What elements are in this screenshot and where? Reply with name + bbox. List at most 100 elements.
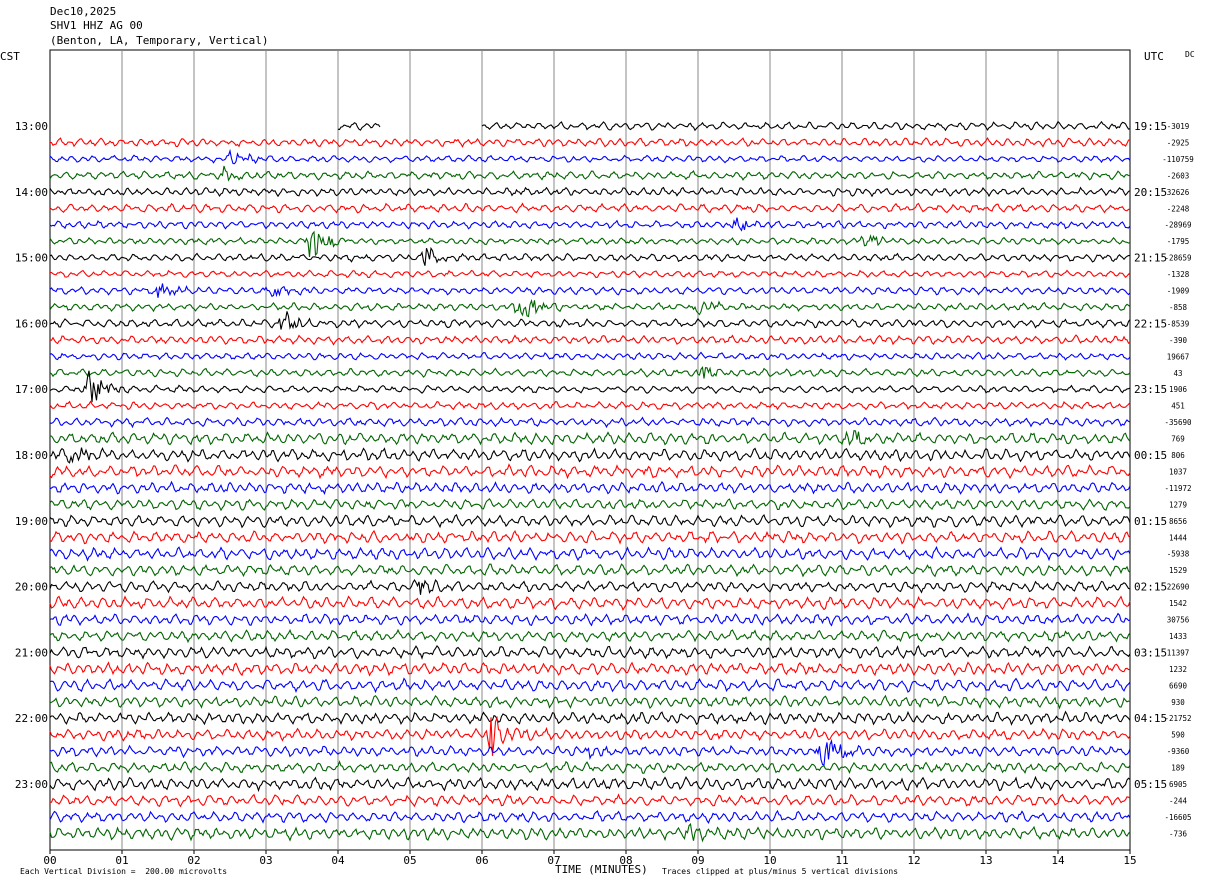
x-tick-label: 03 — [259, 854, 272, 867]
dc-offset-label: -2603 — [1167, 171, 1190, 180]
utc-hour-label: 23:15 — [1134, 383, 1167, 396]
trace-line — [49, 148, 1131, 165]
plot-frame — [49, 49, 1131, 851]
cst-hour-label: 17:00 — [15, 383, 48, 396]
dc-offset-label: -21752 — [1164, 714, 1191, 723]
dc-offset-label: -5938 — [1167, 550, 1190, 559]
cst-hour-label: 15:00 — [15, 252, 48, 265]
x-tick-label: 05 — [403, 854, 416, 867]
dc-offset-label: -9360 — [1167, 747, 1190, 756]
dc-offset-label: 32626 — [1167, 188, 1190, 197]
dc-offset-label: -1909 — [1167, 287, 1190, 296]
cst-hour-label: 14:00 — [15, 186, 48, 199]
utc-hour-label: 04:15 — [1134, 712, 1167, 725]
dc-offset-label: -2248 — [1167, 204, 1190, 213]
trace-line — [49, 694, 1131, 710]
trace-line — [481, 120, 1131, 132]
trace-line — [49, 514, 1131, 529]
utc-hour-label: 21:15 — [1134, 252, 1167, 265]
dc-offset-label: -8539 — [1167, 319, 1190, 328]
dc-offset-label: 769 — [1171, 435, 1185, 444]
dc-offset-label: -11972 — [1164, 484, 1191, 493]
utc-hour-label: 02:15 — [1134, 581, 1167, 594]
trace-line — [49, 809, 1131, 824]
x-tick-label: 08 — [619, 854, 632, 867]
x-tick-label: 07 — [547, 854, 560, 867]
axis-labels: 00 01 02 03 04 05 06 07 08 09 10 11 12 13 14 15 -3019 -29… — [15, 120, 1194, 867]
dc-offset-label: -28659 — [1164, 254, 1191, 263]
dc-offset-label: -110759 — [1162, 155, 1194, 164]
dc-offset-label: 30756 — [1167, 616, 1190, 625]
dc-offset-label: 189 — [1171, 764, 1185, 773]
x-tick-label: 04 — [331, 854, 345, 867]
trace-line — [49, 545, 1131, 562]
dc-offset-label: -858 — [1169, 303, 1188, 312]
x-tick-label: 01 — [115, 854, 128, 867]
trace-line — [49, 186, 1131, 198]
trace-line — [49, 269, 1131, 279]
trace-line — [49, 760, 1131, 774]
dc-offset-label: -390 — [1169, 336, 1188, 345]
trace-line — [49, 628, 1131, 644]
x-tick-label: 12 — [907, 854, 920, 867]
x-axis-title: TIME (MINUTES) — [555, 863, 648, 876]
trace-line — [49, 480, 1131, 495]
dc-offset-label: -35690 — [1164, 418, 1192, 427]
trace-line — [49, 612, 1131, 627]
dc-offset-label: 451 — [1171, 402, 1185, 411]
x-tick-label: 11 — [835, 854, 848, 867]
clip-note: Traces clipped at plus/minus 5 vertical … — [662, 867, 899, 876]
dc-offset-label: 590 — [1171, 731, 1185, 740]
trace-line — [49, 446, 1131, 464]
dc-offset-label: 22690 — [1167, 583, 1190, 592]
cst-hour-label: 22:00 — [15, 712, 48, 725]
utc-hour-label: 05:15 — [1134, 778, 1167, 791]
x-tick-label: 06 — [475, 854, 488, 867]
x-tick-label: 13 — [979, 854, 992, 867]
dc-offset-label: -3019 — [1167, 122, 1190, 131]
trace-line — [49, 463, 1131, 480]
cst-hour-label: 13:00 — [15, 120, 48, 133]
trace-line — [49, 311, 1131, 330]
dc-offset-label: 1433 — [1169, 632, 1187, 641]
dc-offset-label: 1529 — [1169, 566, 1187, 575]
cst-hour-label: 16:00 — [15, 317, 48, 330]
trace-line — [49, 563, 1131, 578]
cst-hour-label: 18:00 — [15, 449, 48, 462]
utc-hour-label: 03:15 — [1134, 646, 1167, 659]
station-location: (Benton, LA, Temporary, Vertical) — [50, 34, 269, 47]
dc-offset-label: 930 — [1171, 698, 1185, 707]
utc-axis-label: UTC — [1144, 50, 1164, 63]
dc-offset-label: 1279 — [1169, 500, 1187, 509]
trace-line — [49, 370, 1131, 403]
trace-line — [49, 715, 1131, 756]
dc-offset-label: -1795 — [1167, 237, 1190, 246]
dc-offset-label: -1328 — [1167, 270, 1190, 279]
dc-offset-label: 8656 — [1169, 517, 1188, 526]
dc-offset-label: -244 — [1169, 796, 1188, 805]
dc-offset-label: -16605 — [1164, 813, 1191, 822]
utc-hour-label: 20:15 — [1134, 186, 1167, 199]
trace-line — [49, 351, 1131, 361]
x-tick-label: 15 — [1123, 854, 1136, 867]
dc-offset-label: 19667 — [1167, 352, 1190, 361]
cst-hour-label: 21:00 — [15, 646, 48, 659]
trace-line — [49, 366, 1131, 379]
trace-line — [49, 595, 1131, 612]
trace-line — [49, 644, 1131, 660]
dc-offset-label: 11397 — [1167, 648, 1190, 657]
trace-line — [49, 416, 1131, 429]
scale-note: Each Vertical Division = 200.00 microvol… — [20, 867, 228, 876]
dc-offset-label: 1542 — [1169, 599, 1187, 608]
trace-line — [49, 738, 1131, 766]
trace-line — [49, 165, 1131, 182]
trace-line — [49, 400, 1131, 411]
utc-hour-label: 22:15 — [1134, 317, 1167, 330]
trace-line — [49, 430, 1131, 446]
trace-line — [49, 202, 1131, 214]
trace-line — [49, 529, 1131, 545]
trace-line — [337, 122, 381, 131]
x-tick-label: 14 — [1051, 854, 1065, 867]
dc-offset-label: 1906 — [1169, 385, 1188, 394]
trace-line — [49, 822, 1131, 843]
